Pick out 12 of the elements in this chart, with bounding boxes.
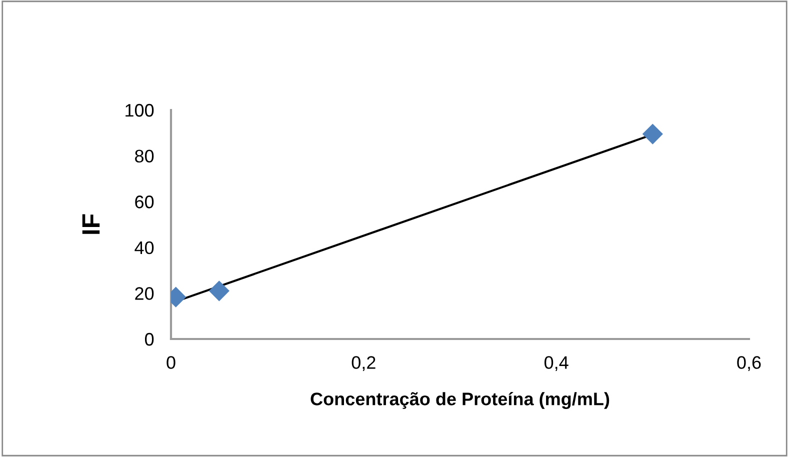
- y-tick-label: 40: [134, 241, 154, 254]
- y-tick-label: 80: [135, 150, 154, 163]
- x-tick-label: 0,4: [544, 356, 568, 372]
- x-axis-title: Concentração de Proteína (mg/mL): [310, 392, 610, 410]
- y-axis-title: IF: [82, 214, 100, 234]
- x-tick-label: 0,6: [737, 356, 761, 372]
- y-tick-label: 0: [145, 332, 154, 346]
- x-tick-label: 0: [166, 356, 176, 369]
- x-tick-label: 0,2: [352, 356, 376, 372]
- y-tick-label: 20: [135, 287, 154, 300]
- y-tick-label: 60: [135, 196, 154, 208]
- y-tick-label: 100: [126, 104, 154, 117]
